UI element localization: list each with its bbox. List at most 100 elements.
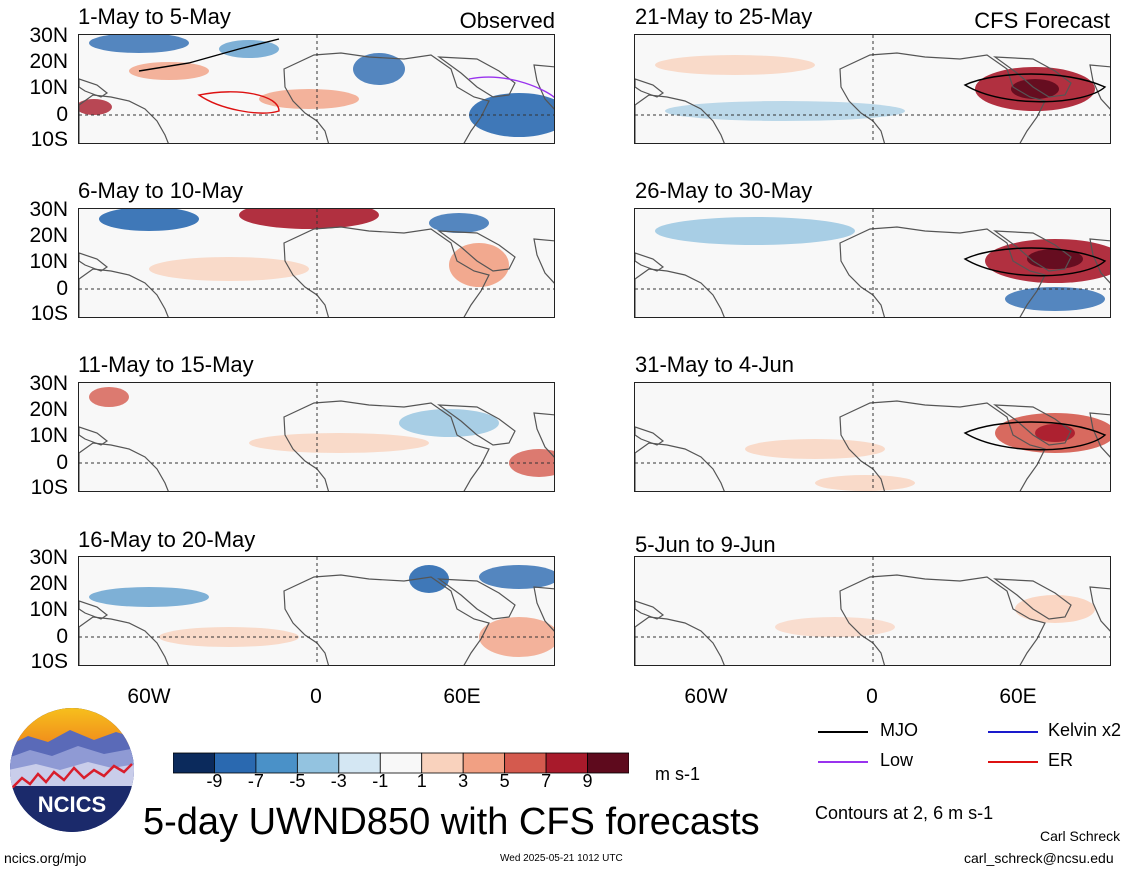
wind-anomaly-patch <box>249 433 429 453</box>
coastline <box>635 600 665 620</box>
lat-tick-label: 10N <box>29 76 68 99</box>
colorbar-swatch <box>296 752 340 774</box>
colorbar-tick-label: -7 <box>247 771 264 791</box>
coastline <box>839 400 1046 491</box>
coastline <box>283 400 490 491</box>
coastline <box>79 252 109 272</box>
lat-tick-label: 10N <box>29 598 68 621</box>
wind-anomaly-patch <box>1011 79 1059 99</box>
colorbar-swatch <box>504 752 547 774</box>
panel-title: 6-May to 10-May <box>78 178 244 203</box>
contour-line <box>963 247 1107 277</box>
lat-tick-label: 20N <box>29 50 68 73</box>
coastline <box>437 230 516 272</box>
wind-anomaly-patch <box>1005 287 1105 311</box>
lat-tick-label: 10S <box>30 302 68 325</box>
contour-line <box>963 421 1107 451</box>
contour-line <box>197 91 280 114</box>
colorbar-tick-label: 5 <box>499 771 510 791</box>
map-panel <box>634 208 1111 318</box>
wind-anomaly-patch <box>665 101 905 121</box>
lat-tick-label: 30N <box>29 546 68 569</box>
colorbar-swatch <box>255 752 298 774</box>
map-panel <box>634 382 1111 492</box>
coastline <box>533 586 554 632</box>
wind-anomaly-patch <box>129 62 209 80</box>
lat-tick-label: 10S <box>30 650 68 673</box>
map-panel <box>78 556 555 666</box>
lat-tick-label: 30N <box>29 198 68 221</box>
wind-anomaly-patch <box>449 243 509 287</box>
colorbar <box>172 752 630 779</box>
coastline <box>635 78 665 98</box>
colorbar-swatch <box>587 752 630 774</box>
legend-label-er: ER <box>1048 750 1074 770</box>
colorbar-swatch <box>379 752 423 774</box>
coastline <box>1089 412 1110 458</box>
wind-anomaly-patch <box>89 35 189 53</box>
map-field <box>79 209 554 317</box>
contour-line <box>468 76 554 99</box>
panel-title: 5-Jun to 9-Jun <box>635 532 776 557</box>
map-field <box>635 209 1110 317</box>
coastline <box>283 52 490 143</box>
coastline <box>1089 64 1110 110</box>
contour-line <box>963 73 1107 103</box>
coastline <box>993 230 1072 272</box>
lat-tick-label: 10N <box>29 424 68 447</box>
lat-tick-label: 10N <box>29 250 68 273</box>
panel-title: 1-May to 5-May <box>78 4 231 29</box>
lat-tick-label: 30N <box>29 372 68 395</box>
wind-anomaly-patch <box>429 213 489 233</box>
colorbar-swatch <box>545 752 588 774</box>
wind-anomaly-patch <box>219 40 279 58</box>
map-panel <box>78 208 555 318</box>
coastline <box>993 578 1072 620</box>
lat-tick-label: 0 <box>56 625 68 648</box>
lon-tick-label: 0 <box>310 685 322 708</box>
map-field <box>635 35 1110 143</box>
coastline <box>533 64 554 110</box>
coastline <box>993 56 1072 98</box>
wind-anomaly-patch <box>79 99 112 115</box>
legend-swatch-kelvin <box>988 731 1038 733</box>
wind-anomaly-patch <box>775 617 895 637</box>
chart-title: 5-day UWND850 with CFS forecasts <box>143 801 760 843</box>
footer-author: Carl Schreck <box>1040 828 1121 844</box>
map-field <box>79 35 554 143</box>
panel-title: 11-May to 15-May <box>78 352 254 377</box>
map-field <box>79 557 554 665</box>
wind-anomaly-patch <box>89 587 209 607</box>
panel-title: 21-May to 25-May <box>635 4 813 29</box>
wind-anomaly-patch <box>149 257 309 281</box>
coastline <box>635 426 665 446</box>
wind-anomaly-patch <box>655 217 855 245</box>
colorbar-tick-label: 3 <box>458 771 469 791</box>
map-field <box>79 383 554 491</box>
wind-anomaly-patch <box>259 89 359 109</box>
wind-anomaly-patch <box>479 617 554 657</box>
coastline <box>79 78 109 98</box>
wind-anomaly-patch <box>89 387 129 407</box>
colorbar-tick-label: 7 <box>541 771 552 791</box>
coastline <box>839 52 1046 143</box>
wind-anomaly-patch <box>479 565 554 589</box>
lon-tick-label: 60E <box>443 685 481 708</box>
colorbar-swatch <box>172 752 215 774</box>
wind-anomaly-patch <box>655 55 815 75</box>
legend-label-low: Low <box>880 750 914 770</box>
lat-tick-label: 20N <box>29 224 68 247</box>
map-panel <box>634 34 1111 144</box>
wind-anomaly-patch <box>1027 249 1083 269</box>
lat-tick-label: 20N <box>29 398 68 421</box>
coastline <box>1089 586 1110 632</box>
panel-title: 26-May to 30-May <box>635 178 813 203</box>
coastline <box>437 404 516 446</box>
colorbar-swatch <box>462 752 506 774</box>
logo-text: NCICS <box>38 792 106 817</box>
colorbar-tick-label: 1 <box>416 771 427 791</box>
coastline <box>839 574 1046 665</box>
wind-anomaly-patch <box>745 439 885 459</box>
legend-label-kelvin: Kelvin x2 <box>1048 720 1122 740</box>
colorbar-tick-label: -9 <box>206 771 223 791</box>
